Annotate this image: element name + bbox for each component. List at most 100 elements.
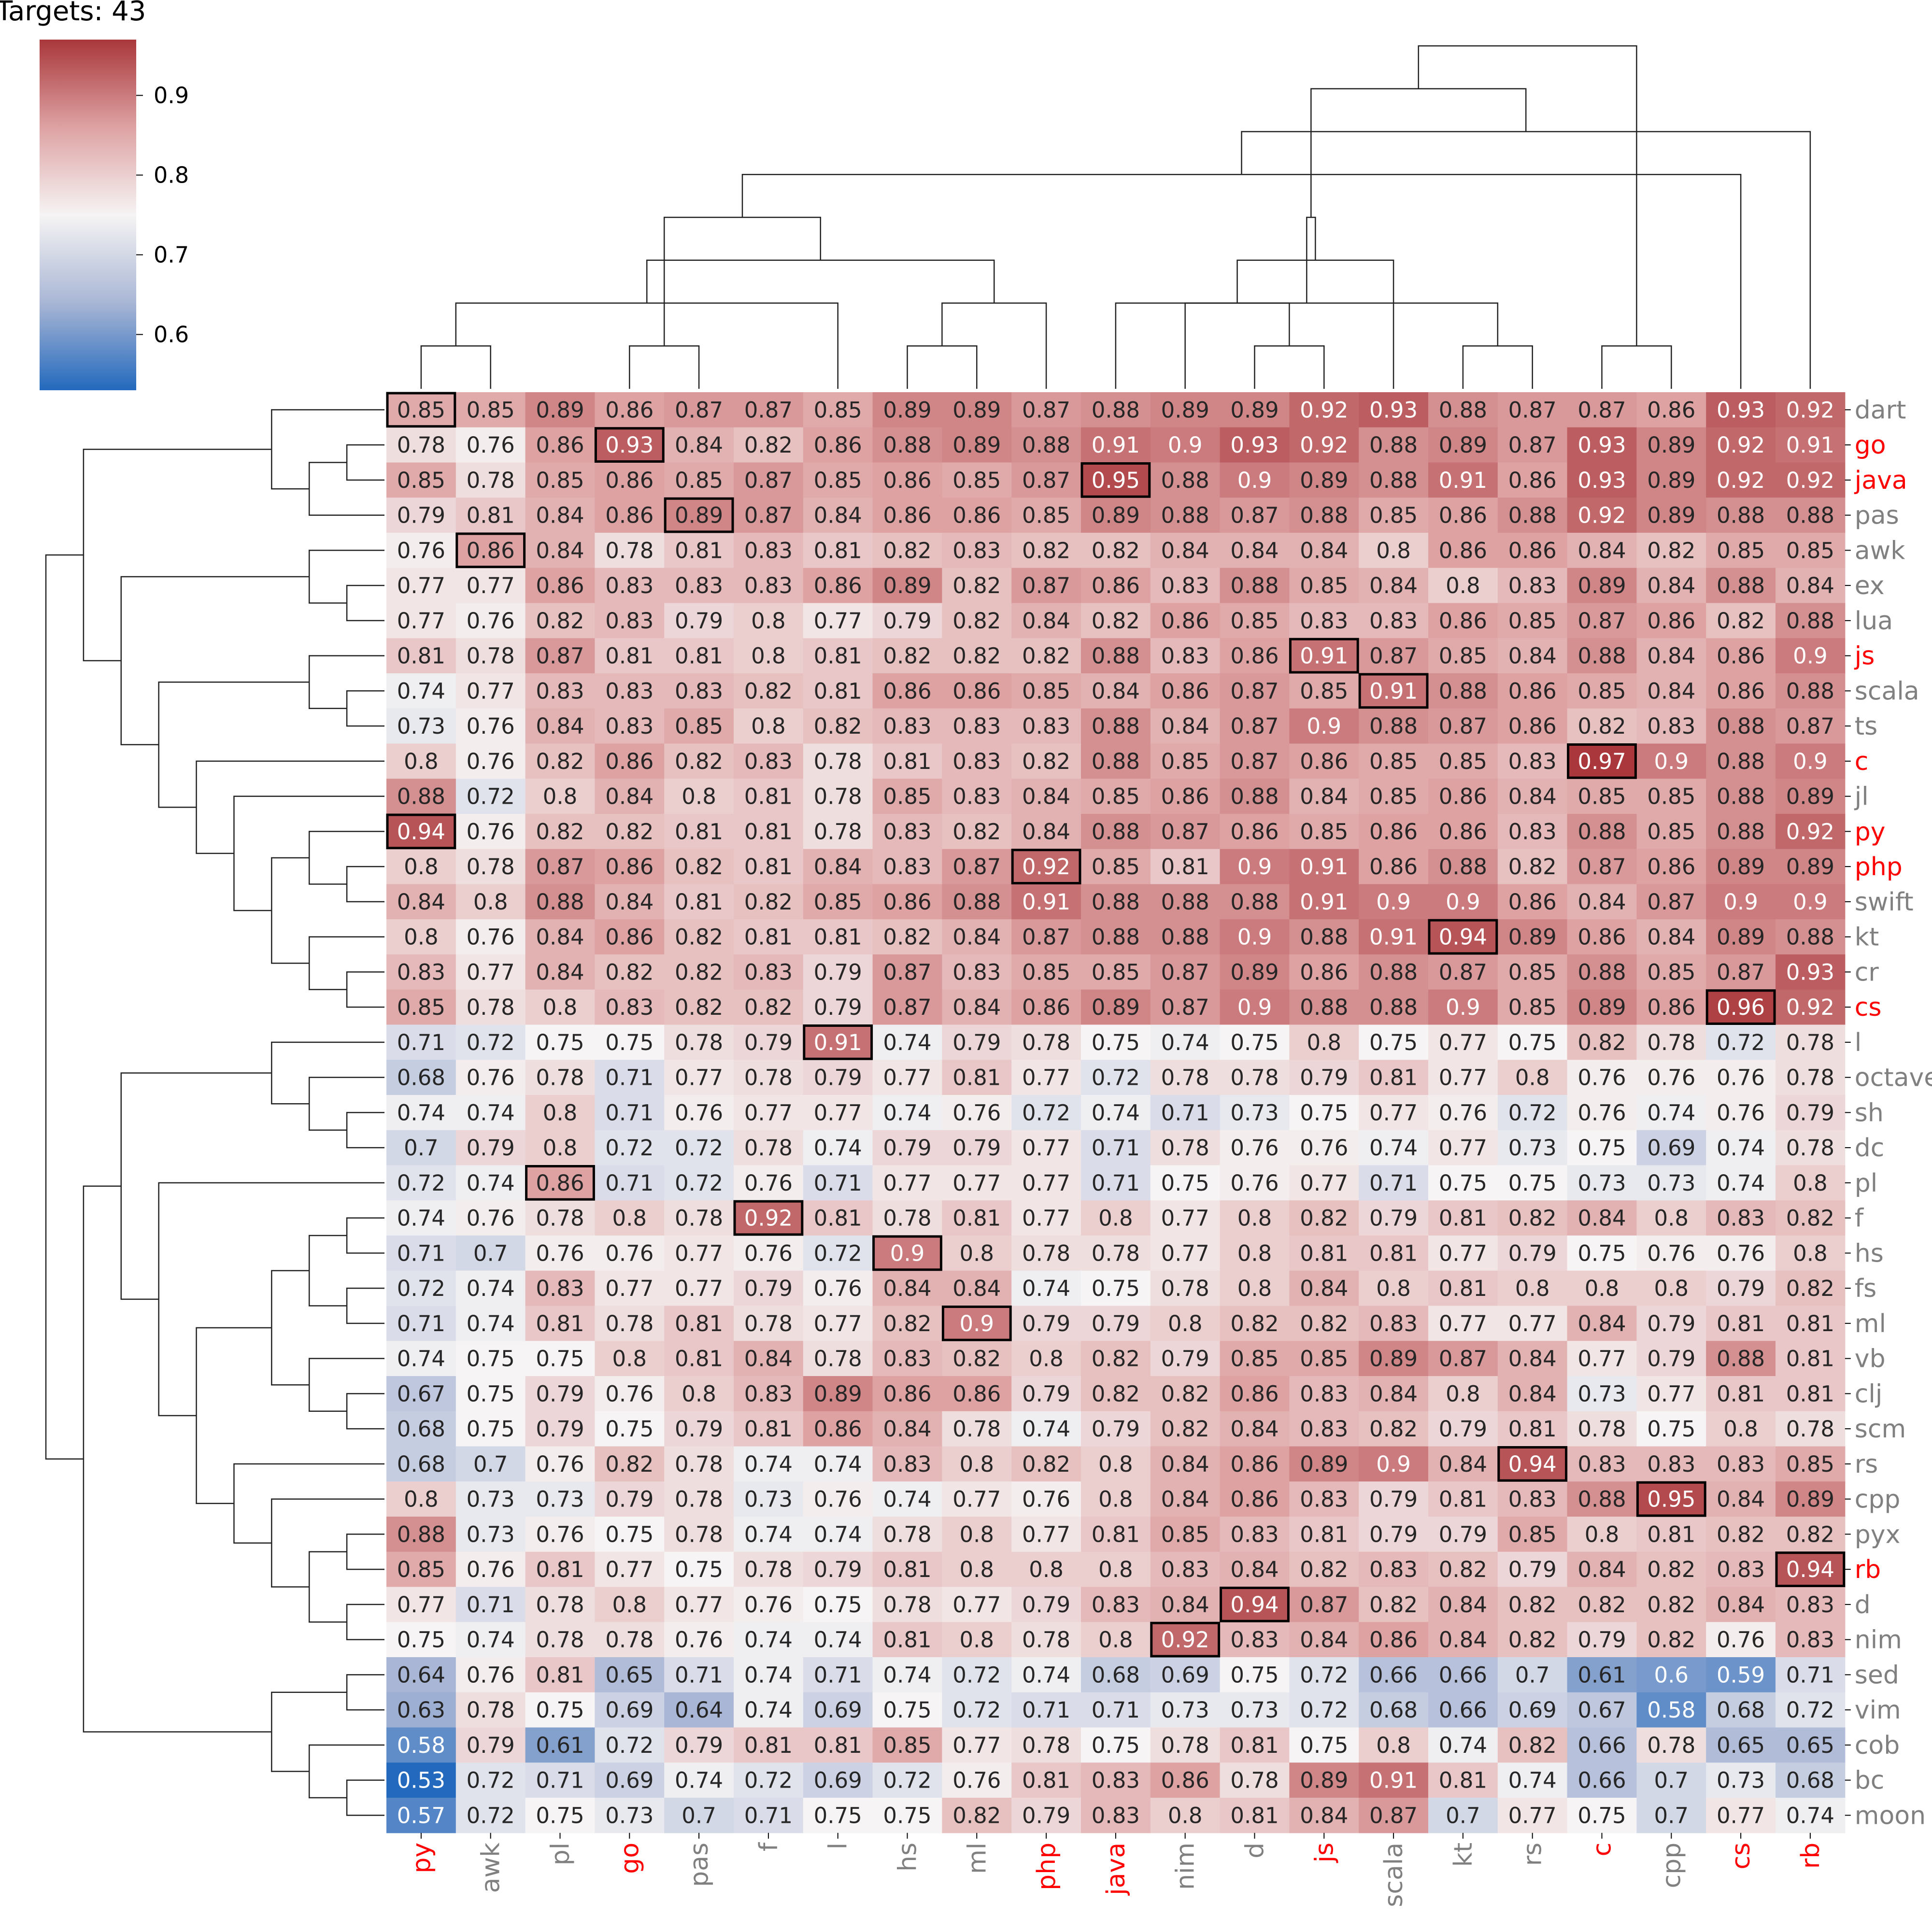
heatmap-cell [734,1481,804,1517]
heatmap-cell [455,1798,526,1833]
heatmap-cell [734,1270,804,1307]
cell-value-label: 0.78 [1161,1276,1209,1301]
cell-value-label: 0.89 [1786,854,1834,880]
heatmap-cell [1011,1481,1081,1517]
cell-value-label: 0.83 [1508,573,1557,598]
cell-value-label: 0.88 [1161,889,1209,915]
cell-value-label: 0.85 [1092,784,1140,810]
heatmap-cell [872,673,942,709]
cell-value-label: 0.81 [1369,1065,1418,1091]
cell-value-label: 0.82 [1369,1416,1418,1442]
heatmap-cell [525,1200,595,1236]
cell-value-label: 0.83 [1300,608,1348,634]
heatmap-cell [1567,603,1637,639]
heatmap-cell [734,1376,804,1412]
heatmap-cell [455,1341,526,1377]
cell-value-label: 0.87 [1439,1346,1487,1372]
cell-value-label: 0.72 [1786,1697,1834,1723]
cell-value-label: 0.79 [1647,1311,1695,1336]
heatmap-cell [1776,462,1846,498]
cell-value-label: 0.84 [536,924,584,950]
heatmap-cell [1359,1411,1429,1447]
cell-value-label: 0.72 [467,1030,515,1055]
heatmap-cell [1776,1798,1846,1833]
heatmap-cell [1567,1024,1637,1060]
heatmap-cell [1011,1692,1081,1728]
cell-value-label: 0.73 [1161,1697,1209,1723]
cell-value-label: 0.8 [612,1346,647,1372]
heatmap-cell [1011,1270,1081,1307]
cell-value-label: 0.74 [744,1451,793,1477]
cell-value-label: 0.75 [1577,1135,1626,1161]
cell-value-label: 0.84 [1508,1346,1557,1372]
heatmap-cell [1150,779,1221,814]
heatmap-cell [872,1270,942,1307]
highlight-box [941,1306,1012,1341]
cell-value-label: 0.86 [1161,678,1209,704]
cell-value-label: 0.88 [1508,503,1557,528]
highlight-box [733,1200,804,1236]
heatmap-cell [942,849,1012,885]
heatmap-cell [1359,1727,1429,1763]
heatmap-cell [1428,533,1498,568]
heatmap-cell [455,779,526,814]
heatmap-cell [1289,1200,1359,1236]
heatmap-cell [1567,1798,1637,1833]
heatmap-cell [455,1622,526,1658]
heatmap-cell [386,1551,456,1588]
column-label: js [1310,1843,1339,1863]
cell-value-label: 0.82 [1508,1733,1557,1758]
cell-value-label: 0.77 [1369,1100,1418,1125]
cell-value-label: 0.91 [1439,468,1487,493]
cell-value-label: 0.92 [1786,994,1834,1020]
column-label: cpp [1657,1843,1686,1889]
heatmap-cell [1220,1024,1290,1060]
cell-value-label: 0.72 [397,1170,445,1196]
cell-value-label: 0.82 [952,819,1001,844]
cell-value-label: 0.83 [1508,749,1557,774]
cell-value-label: 0.76 [605,1381,653,1406]
heatmap-cell [803,1341,873,1377]
heatmap-cell [803,884,873,920]
cell-value-label: 0.81 [1717,1311,1765,1336]
cell-value-label: 0.78 [744,1065,793,1091]
heatmap-cell [1011,1376,1081,1412]
heatmap-cell [1289,1446,1359,1482]
heatmap-cell [872,849,942,885]
heatmap-cell [1011,1587,1081,1622]
cell-value-label: 0.79 [1022,1592,1070,1618]
heatmap-cell [525,427,595,463]
heatmap-cell [1150,497,1221,533]
heatmap-cell [1011,1622,1081,1658]
cell-value-label: 0.74 [883,1100,931,1125]
heatmap-cell [1081,919,1151,955]
cell-value-label: 0.77 [467,573,515,598]
cell-value-label: 0.84 [1369,573,1418,598]
cell-value-label: 0.83 [883,854,931,880]
cell-value-label: 0.81 [675,889,723,915]
cell-value-label: 0.79 [814,994,862,1020]
cell-value-label: 0.85 [1508,959,1557,985]
heatmap-cell [1776,427,1846,463]
heatmap-cell [1359,638,1429,674]
heatmap-cell [1011,1341,1081,1377]
highlight-box [594,427,665,463]
cell-value-label: 0.78 [605,1311,653,1336]
cell-value-label: 0.87 [1439,959,1487,985]
cell-value-label: 0.85 [1717,538,1765,563]
cell-value-label: 0.83 [1161,573,1209,598]
cell-value-label: 0.8 [960,1557,994,1582]
heatmap-cell [1428,1692,1498,1728]
heatmap-cell [1706,1551,1776,1588]
cell-value-label: 0.82 [883,924,931,950]
heatmap-cell [1636,1306,1706,1341]
heatmap-cell [1289,1762,1359,1798]
cell-value-label: 0.88 [1369,959,1418,985]
row-label: cpp [1855,1485,1901,1514]
cell-value-label: 0.91 [1300,854,1348,880]
cell-value-label: 0.79 [814,1065,862,1091]
heatmap-cell [1359,1376,1429,1412]
heatmap-cell [1359,708,1429,744]
heatmap-cell [1706,1200,1776,1236]
heatmap-cell [1567,638,1637,674]
